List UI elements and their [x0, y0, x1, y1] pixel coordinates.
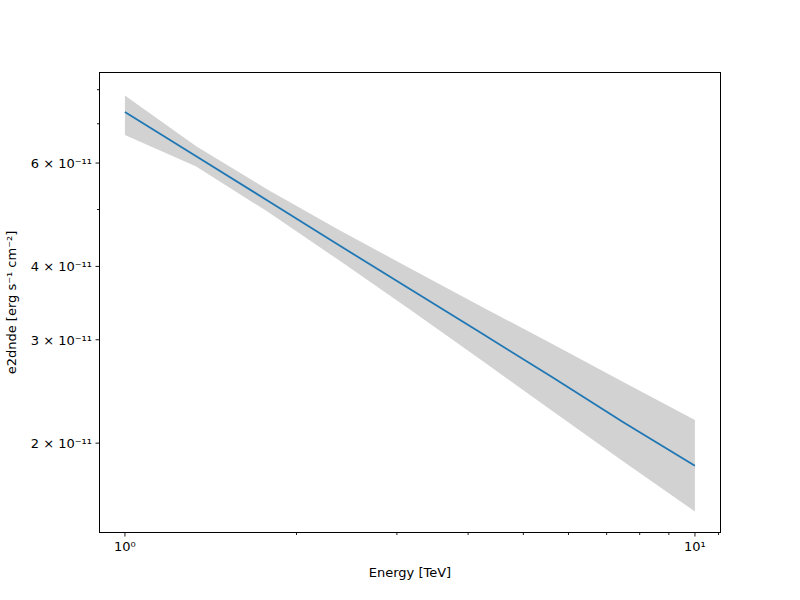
spectrum-line — [125, 112, 695, 466]
x-ticks — [125, 533, 719, 537]
y-axis-label: e2dnde [erg s⁻¹ cm⁻²] — [5, 231, 20, 375]
x-tick-label: 10¹ — [684, 539, 706, 554]
y-axis-label-wrap: e2dnde [erg s⁻¹ cm⁻²] — [0, 72, 24, 533]
y-tick-label: 4 × 10⁻¹¹ — [31, 259, 92, 274]
plot-area — [0, 0, 800, 600]
y-ticks — [96, 90, 100, 443]
confidence-band — [125, 96, 695, 512]
y-tick-label: 3 × 10⁻¹¹ — [31, 332, 92, 347]
x-axis-label: Energy [TeV] — [99, 565, 721, 580]
x-tick-label: 10⁰ — [114, 539, 136, 554]
y-tick-label: 2 × 10⁻¹¹ — [31, 436, 92, 451]
y-tick-label: 6 × 10⁻¹¹ — [31, 156, 92, 171]
figure: 10⁰ 10¹ 6 × 10⁻¹¹ 4 × 10⁻¹¹ 3 × 10⁻¹¹ 2 × 10⁻… — [0, 0, 800, 600]
